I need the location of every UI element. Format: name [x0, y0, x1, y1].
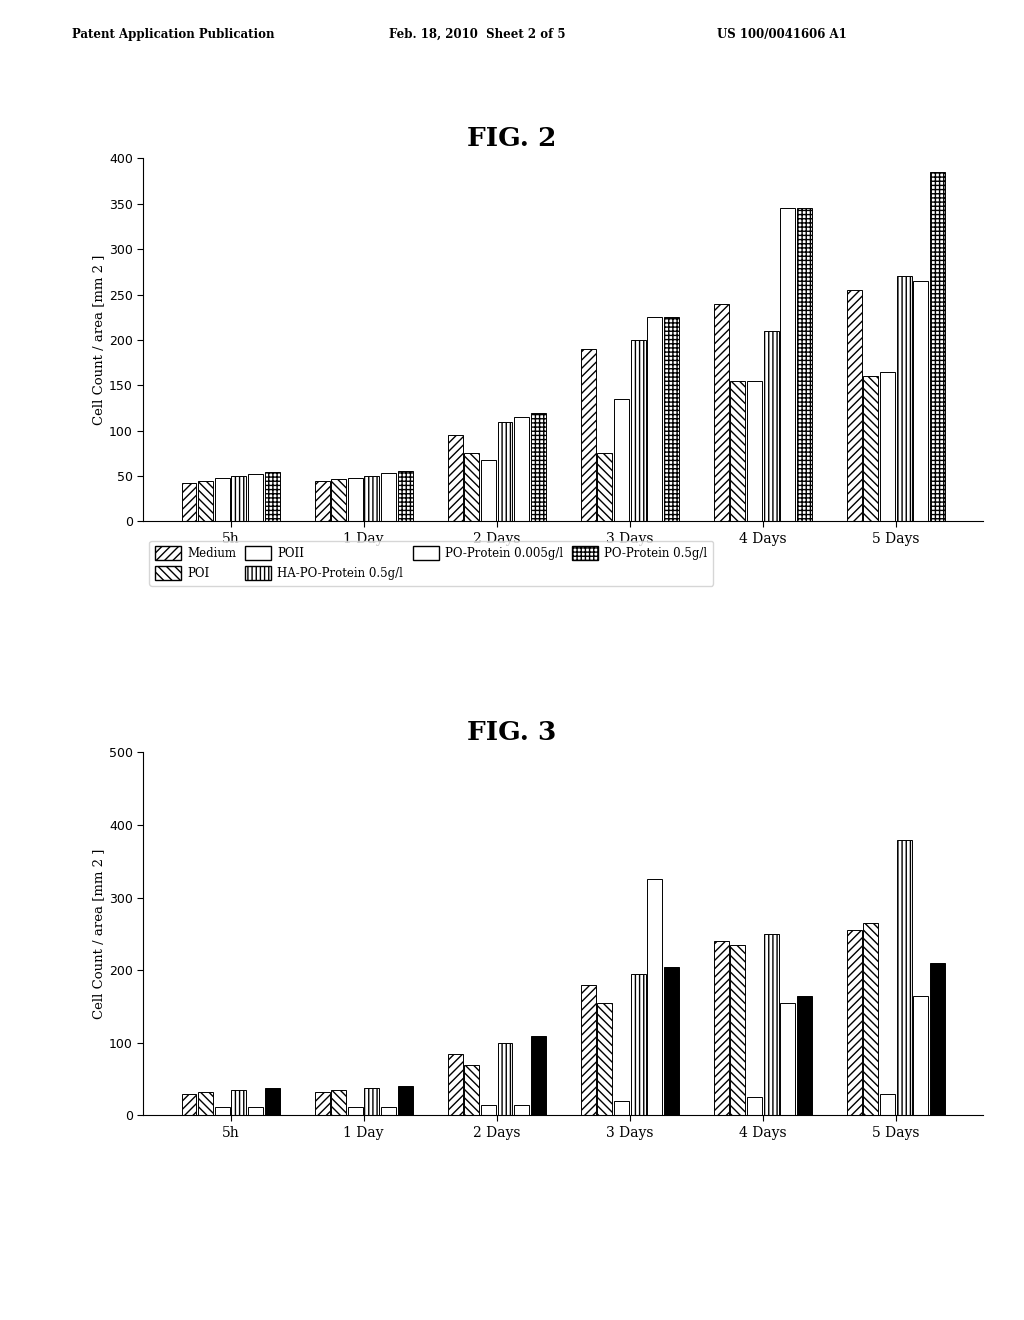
Bar: [331, 479, 346, 521]
Bar: [764, 935, 778, 1115]
Bar: [464, 1064, 479, 1115]
Bar: [897, 276, 911, 521]
Bar: [614, 1101, 629, 1115]
Bar: [730, 380, 745, 521]
Text: FIG. 3: FIG. 3: [467, 721, 557, 744]
Bar: [780, 1003, 796, 1115]
Bar: [581, 348, 596, 521]
Bar: [797, 209, 812, 521]
Bar: [597, 1003, 612, 1115]
Bar: [348, 478, 362, 521]
Bar: [231, 1090, 247, 1115]
Y-axis label: Cell Count / area [mm 2 ]: Cell Count / area [mm 2 ]: [92, 255, 104, 425]
Bar: [348, 1106, 362, 1115]
Bar: [264, 473, 280, 521]
Bar: [913, 995, 928, 1115]
Bar: [498, 1043, 512, 1115]
Bar: [631, 974, 645, 1115]
Bar: [264, 1088, 280, 1115]
Bar: [847, 290, 862, 521]
Bar: [514, 1105, 529, 1115]
Bar: [647, 879, 663, 1115]
Bar: [464, 453, 479, 521]
Y-axis label: Cell Count / area [mm 2 ]: Cell Count / area [mm 2 ]: [92, 849, 104, 1019]
Bar: [897, 840, 911, 1115]
Bar: [746, 380, 762, 521]
Bar: [664, 317, 679, 521]
Bar: [746, 1097, 762, 1115]
Text: US 100/0041606 A1: US 100/0041606 A1: [717, 28, 847, 41]
Bar: [381, 474, 396, 521]
Bar: [181, 1093, 197, 1115]
Bar: [498, 421, 512, 521]
Bar: [863, 376, 879, 521]
Bar: [780, 209, 796, 521]
Bar: [614, 399, 629, 521]
Bar: [913, 281, 928, 521]
Text: Patent Application Publication: Patent Application Publication: [72, 28, 274, 41]
Bar: [481, 1105, 496, 1115]
Bar: [530, 1035, 546, 1115]
Bar: [215, 1106, 229, 1115]
Text: FIG. 2: FIG. 2: [467, 127, 557, 150]
Bar: [714, 304, 729, 521]
Bar: [514, 417, 529, 521]
Bar: [730, 945, 745, 1115]
Bar: [664, 966, 679, 1115]
Bar: [581, 985, 596, 1115]
Bar: [314, 480, 330, 521]
Text: Feb. 18, 2010  Sheet 2 of 5: Feb. 18, 2010 Sheet 2 of 5: [389, 28, 565, 41]
Bar: [930, 172, 945, 521]
Bar: [530, 412, 546, 521]
Bar: [365, 477, 380, 521]
Bar: [714, 941, 729, 1115]
Bar: [880, 1093, 895, 1115]
Bar: [248, 1106, 263, 1115]
Bar: [314, 1092, 330, 1115]
Bar: [215, 478, 229, 521]
Bar: [797, 995, 812, 1115]
Bar: [447, 1053, 463, 1115]
Bar: [331, 1090, 346, 1115]
Bar: [381, 1106, 396, 1115]
Bar: [231, 477, 247, 521]
Bar: [647, 317, 663, 521]
Bar: [397, 471, 413, 521]
Bar: [847, 931, 862, 1115]
Bar: [764, 331, 778, 521]
Bar: [248, 474, 263, 521]
Bar: [597, 453, 612, 521]
Bar: [199, 1092, 213, 1115]
Bar: [880, 372, 895, 521]
Bar: [481, 459, 496, 521]
Bar: [181, 483, 197, 521]
Bar: [199, 480, 213, 521]
Bar: [863, 923, 879, 1115]
Bar: [397, 1086, 413, 1115]
Legend: Medium, POI, POII, HA-PO-Protein 0.5g/l, PO-Protein 0.005g/l, PO-Protein 0.5g/l: Medium, POI, POII, HA-PO-Protein 0.5g/l,…: [150, 540, 713, 586]
Bar: [930, 964, 945, 1115]
Bar: [365, 1088, 380, 1115]
Bar: [447, 436, 463, 521]
Bar: [631, 341, 645, 521]
